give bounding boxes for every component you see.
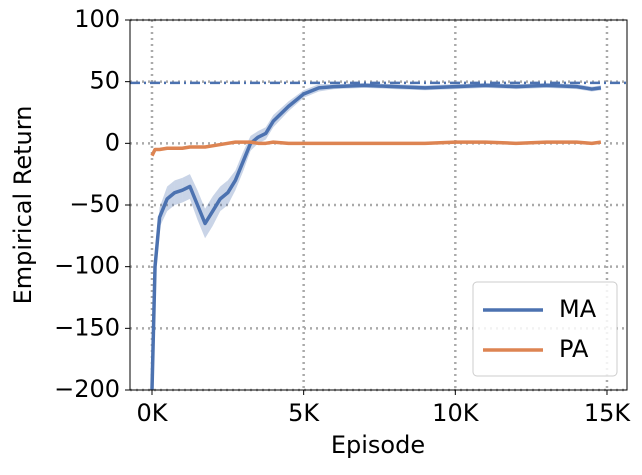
y-tick-label: 100 xyxy=(74,5,120,33)
series-line xyxy=(150,83,602,390)
y-axis-label: Empirical Return xyxy=(9,106,37,305)
y-tick-label: −100 xyxy=(54,252,120,280)
y-tick-label: −200 xyxy=(54,375,120,403)
x-axis-label: Episode xyxy=(331,431,425,459)
y-tick-label: 50 xyxy=(89,67,120,95)
plot-frame xyxy=(129,19,628,391)
legend-label: MA xyxy=(559,295,597,323)
y-tick-label: −50 xyxy=(69,190,120,218)
y-tick-label: −150 xyxy=(54,313,120,341)
x-tick-label: 0K xyxy=(136,399,168,427)
series-line xyxy=(150,140,602,157)
x-tick-label: 10K xyxy=(432,399,480,427)
legend-box xyxy=(472,281,618,377)
legend-label: PA xyxy=(559,335,589,363)
y-tick-label: 0 xyxy=(105,128,120,156)
x-tick-label: 5K xyxy=(288,399,320,427)
x-tick-label: 15K xyxy=(584,399,632,427)
